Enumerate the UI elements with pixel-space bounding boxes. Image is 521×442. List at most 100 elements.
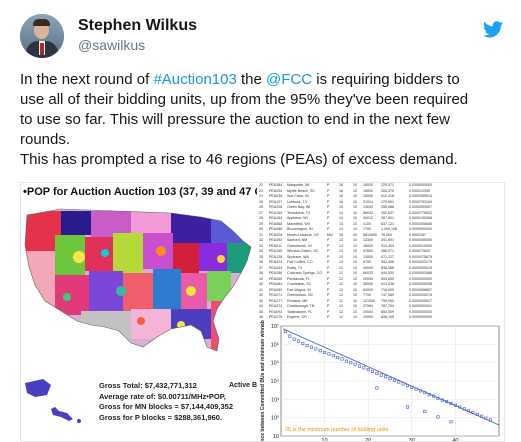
table-cell: 34 bbox=[259, 249, 263, 253]
table-cell: 30 bbox=[259, 227, 263, 231]
avatar[interactable] bbox=[20, 14, 64, 58]
table-cell: Mansfield, WV bbox=[287, 221, 311, 226]
table-cell: 10 bbox=[353, 183, 357, 187]
x-tick-label: 30 bbox=[409, 438, 415, 441]
y-tick-label: 10⁷ bbox=[271, 323, 279, 330]
data-point bbox=[414, 387, 418, 391]
table-cell: Fort Wayne, IN bbox=[287, 287, 312, 292]
data-point bbox=[423, 391, 427, 395]
table-cell: 894,650 bbox=[381, 276, 394, 281]
table-cell: 0.000072600 bbox=[409, 249, 430, 253]
us-outline bbox=[24, 208, 252, 352]
table-cell: 12 bbox=[339, 287, 343, 292]
table-cell: 252,637 bbox=[381, 210, 394, 215]
table-row: 41 PEA060 Fort Wayne, IN P 12 10 63000 718,000 0… bbox=[257, 288, 504, 294]
data-point bbox=[475, 412, 479, 416]
mention-link[interactable]: @FCC bbox=[266, 71, 313, 88]
table-cell: 1,008,108 bbox=[381, 227, 397, 231]
table-cell: 28 bbox=[339, 232, 343, 237]
data-point bbox=[449, 420, 453, 424]
table-row: 40 PEA084 Charleston, SC P 12 10 38000 913,038 0… bbox=[257, 282, 504, 288]
table-row: 43 PEA277 Portland, ME P 12 10 121000 799,090 0.… bbox=[257, 299, 504, 305]
tweet-line-4: rounds. bbox=[20, 131, 71, 148]
table-cell: Texarkana, TX bbox=[287, 210, 311, 215]
table-cell: P bbox=[327, 276, 330, 281]
table-cell: Tallahassee, FL bbox=[287, 309, 313, 314]
table-cell: 0.0000000017 bbox=[409, 298, 432, 303]
table-cell: 13000 bbox=[363, 205, 373, 209]
data-point bbox=[318, 349, 322, 353]
table-cell: P bbox=[327, 293, 330, 297]
table-cell: 10 bbox=[353, 216, 357, 220]
table-cell: 644,530 bbox=[381, 271, 394, 275]
tweet-text-segment: the bbox=[236, 71, 267, 88]
avatar-hair bbox=[33, 19, 50, 26]
table-cell: 40 bbox=[353, 232, 357, 237]
table-row: 33 PEA011 Greenbrook, IN P 13 10 16000 310,409 0… bbox=[257, 244, 504, 250]
data-point bbox=[423, 409, 427, 413]
data-point bbox=[384, 375, 388, 379]
data-point bbox=[462, 407, 466, 411]
table-cell: PEA068 bbox=[269, 221, 283, 226]
table-cell: 267,601 bbox=[381, 216, 394, 220]
table-cell: Spokane, WA bbox=[287, 254, 309, 259]
hashtag-link[interactable]: #Auction103 bbox=[153, 71, 237, 88]
map-regions bbox=[25, 209, 251, 351]
table-row: 46 PEA275 Eugene, OR P 12 10 10000 838,105 0.000… bbox=[257, 315, 504, 320]
table-cell: PEA011 bbox=[269, 243, 282, 248]
table-row: 42 PEA271 Greensboro, NC P 12 10 7700 747,080 0.… bbox=[257, 293, 504, 299]
table-cell: 0.0000059507 bbox=[409, 205, 432, 209]
data-point bbox=[449, 401, 453, 405]
table-row: 23 PEA294 Myrtle Beach, SC P 16 10 18000 284,37… bbox=[257, 189, 504, 195]
data-point bbox=[283, 330, 287, 334]
table-cell: Winston-Salem, NC bbox=[287, 249, 319, 253]
table-cell: PEA374 bbox=[269, 304, 283, 308]
chart-annotation: 25 is the minimum number of bidding unit… bbox=[285, 427, 389, 433]
table-cell: P bbox=[327, 309, 330, 314]
table-cell: 33 bbox=[259, 243, 263, 248]
table-row: 38 PEA286 Colorado Springs, CO P 12 10 66032 64… bbox=[257, 271, 504, 277]
stat-gross-total: Gross Total: $7,432,771,312 bbox=[99, 381, 197, 390]
table-cell: 10 bbox=[353, 260, 357, 264]
table-cell: 10 bbox=[353, 249, 357, 253]
table-cell: P bbox=[327, 194, 330, 198]
data-point bbox=[301, 342, 305, 346]
table-cell: 10 bbox=[353, 254, 357, 259]
tweet-media-image[interactable]: •POP for Auction Auction 103 (37, 39 and… bbox=[20, 182, 505, 442]
table-cell: 838,105 bbox=[381, 315, 394, 319]
table-cell: 10 bbox=[353, 227, 357, 231]
data-point bbox=[480, 414, 484, 418]
table-cell: PEA244 bbox=[269, 265, 283, 270]
table-cell: 6700 bbox=[363, 260, 371, 264]
author-handle[interactable]: @sawilkus bbox=[78, 37, 146, 53]
table-cell: 251,691 bbox=[381, 238, 394, 242]
data-point bbox=[392, 378, 396, 382]
author-name[interactable]: Stephen Wilkus bbox=[78, 17, 197, 34]
tweet-line-1: In the next round of #Auction103 the @FC… bbox=[20, 70, 505, 90]
data-point bbox=[436, 396, 440, 400]
table-cell: P bbox=[327, 210, 330, 215]
table-cell: 913,038 bbox=[381, 282, 394, 286]
table-cell: 25 bbox=[259, 199, 263, 204]
table-cell: 21024 bbox=[363, 199, 373, 204]
table-cell: PEA164 bbox=[269, 216, 283, 220]
table-cell: P bbox=[327, 216, 330, 220]
data-point bbox=[344, 359, 348, 363]
twitter-bird-icon[interactable] bbox=[483, 21, 503, 38]
table-cell: 10 bbox=[353, 194, 357, 198]
y-tick-label: 10² bbox=[271, 416, 279, 422]
table-row: 26 PEA208 Green Bay, WI P 14 10 13000 255,066 0.… bbox=[257, 205, 504, 211]
active-bus-label: Active BUs bbox=[229, 382, 266, 389]
table-cell: P bbox=[327, 287, 330, 292]
data-point bbox=[436, 415, 440, 419]
data-point bbox=[488, 418, 492, 422]
table-cell: 45 bbox=[259, 309, 263, 314]
data-point bbox=[427, 393, 431, 397]
table-row: 31 PEA026 Morris-Lebanon, NY MN 28 40 5814000 7… bbox=[257, 233, 504, 239]
table-cell: Greenbrook, IN bbox=[287, 243, 312, 248]
table-cell: 10 bbox=[353, 210, 357, 215]
tweet-line-2: use all of their bidding units, up from … bbox=[20, 91, 469, 108]
table-cell: P bbox=[327, 243, 330, 248]
table-cell: P bbox=[327, 271, 330, 275]
table-cell: MN bbox=[327, 232, 333, 237]
